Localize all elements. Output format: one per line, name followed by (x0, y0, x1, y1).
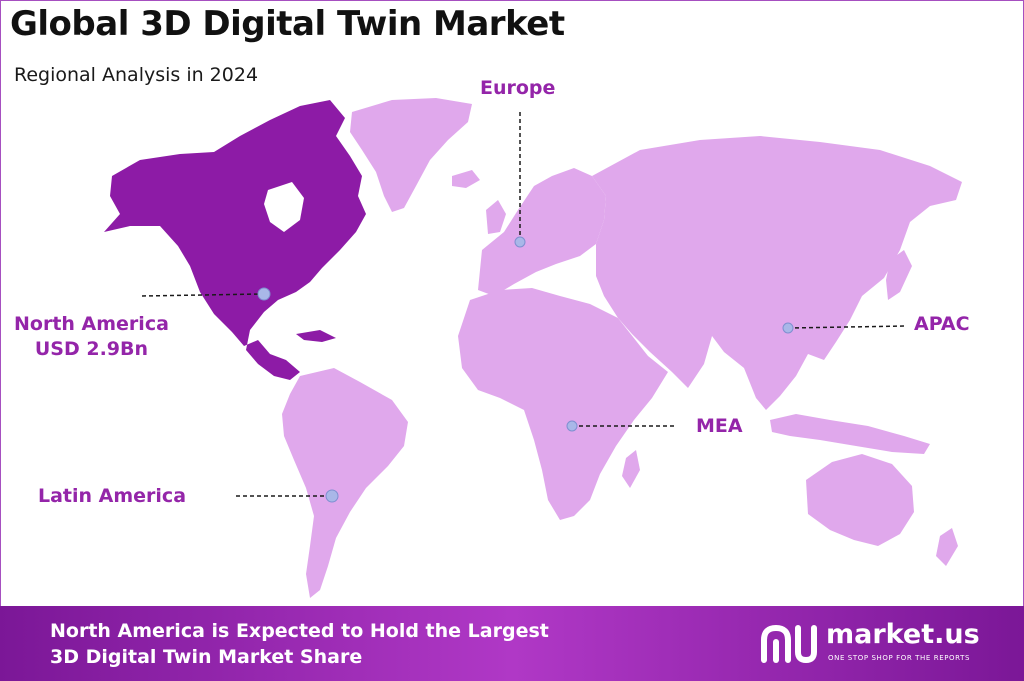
footer-banner: North America is Expected to Hold the La… (0, 606, 1024, 681)
north-america-name: North America (14, 313, 169, 335)
north-america-leader-line (141, 293, 263, 297)
europe-marker (514, 236, 526, 248)
page-subtitle: Regional Analysis in 2024 (14, 64, 259, 86)
new-zealand (936, 528, 958, 566)
apac-leader-line (787, 325, 907, 329)
north-america-landmass (104, 100, 366, 380)
apac-name: APAC (914, 313, 970, 335)
logo-tagline: ONE STOP SHOP FOR THE REPORTS (828, 654, 971, 662)
latin-america-marker (325, 489, 339, 503)
africa-landmass (458, 288, 668, 520)
north-america-value: USD 2.9Bn (34, 338, 149, 360)
mea-label: MEA (696, 414, 743, 439)
mea-marker (566, 420, 578, 432)
north-america-label: North America USD 2.9Bn (14, 312, 169, 362)
mea-name: MEA (696, 415, 743, 437)
madagascar (622, 450, 640, 488)
maritime-southeast-asia (770, 414, 930, 454)
apac-marker (782, 322, 794, 334)
europe-landmass (478, 168, 606, 296)
latin-america-name: Latin America (38, 485, 187, 507)
asia-landmass (592, 136, 962, 410)
market-us-logo-icon (761, 624, 817, 664)
japan (886, 250, 912, 300)
latin-america-label: Latin America (38, 484, 186, 509)
europe-name: Europe (480, 77, 556, 99)
footer-line-2: 3D Digital Twin Market Share (50, 646, 363, 668)
footer-line-1: North America is Expected to Hold the La… (50, 620, 549, 642)
world-map (104, 98, 962, 598)
europe-label: Europe (480, 76, 555, 101)
apac-label: APAC (914, 312, 970, 337)
south-america-landmass (282, 368, 408, 598)
iceland (452, 170, 480, 188)
greenland-landmass (350, 98, 472, 212)
page-title: Global 3D Digital Twin Market (10, 4, 565, 44)
market-us-logo: market.us ONE STOP SHOP FOR THE REPORTS (760, 619, 1010, 670)
north-america-marker (257, 287, 271, 301)
hudson-bay (264, 182, 304, 232)
british-isles (486, 200, 506, 234)
caribbean-islands (296, 330, 336, 342)
logo-name: market.us (826, 619, 980, 650)
footer-message: North America is Expected to Hold the La… (50, 618, 549, 670)
australia-landmass (806, 454, 914, 546)
